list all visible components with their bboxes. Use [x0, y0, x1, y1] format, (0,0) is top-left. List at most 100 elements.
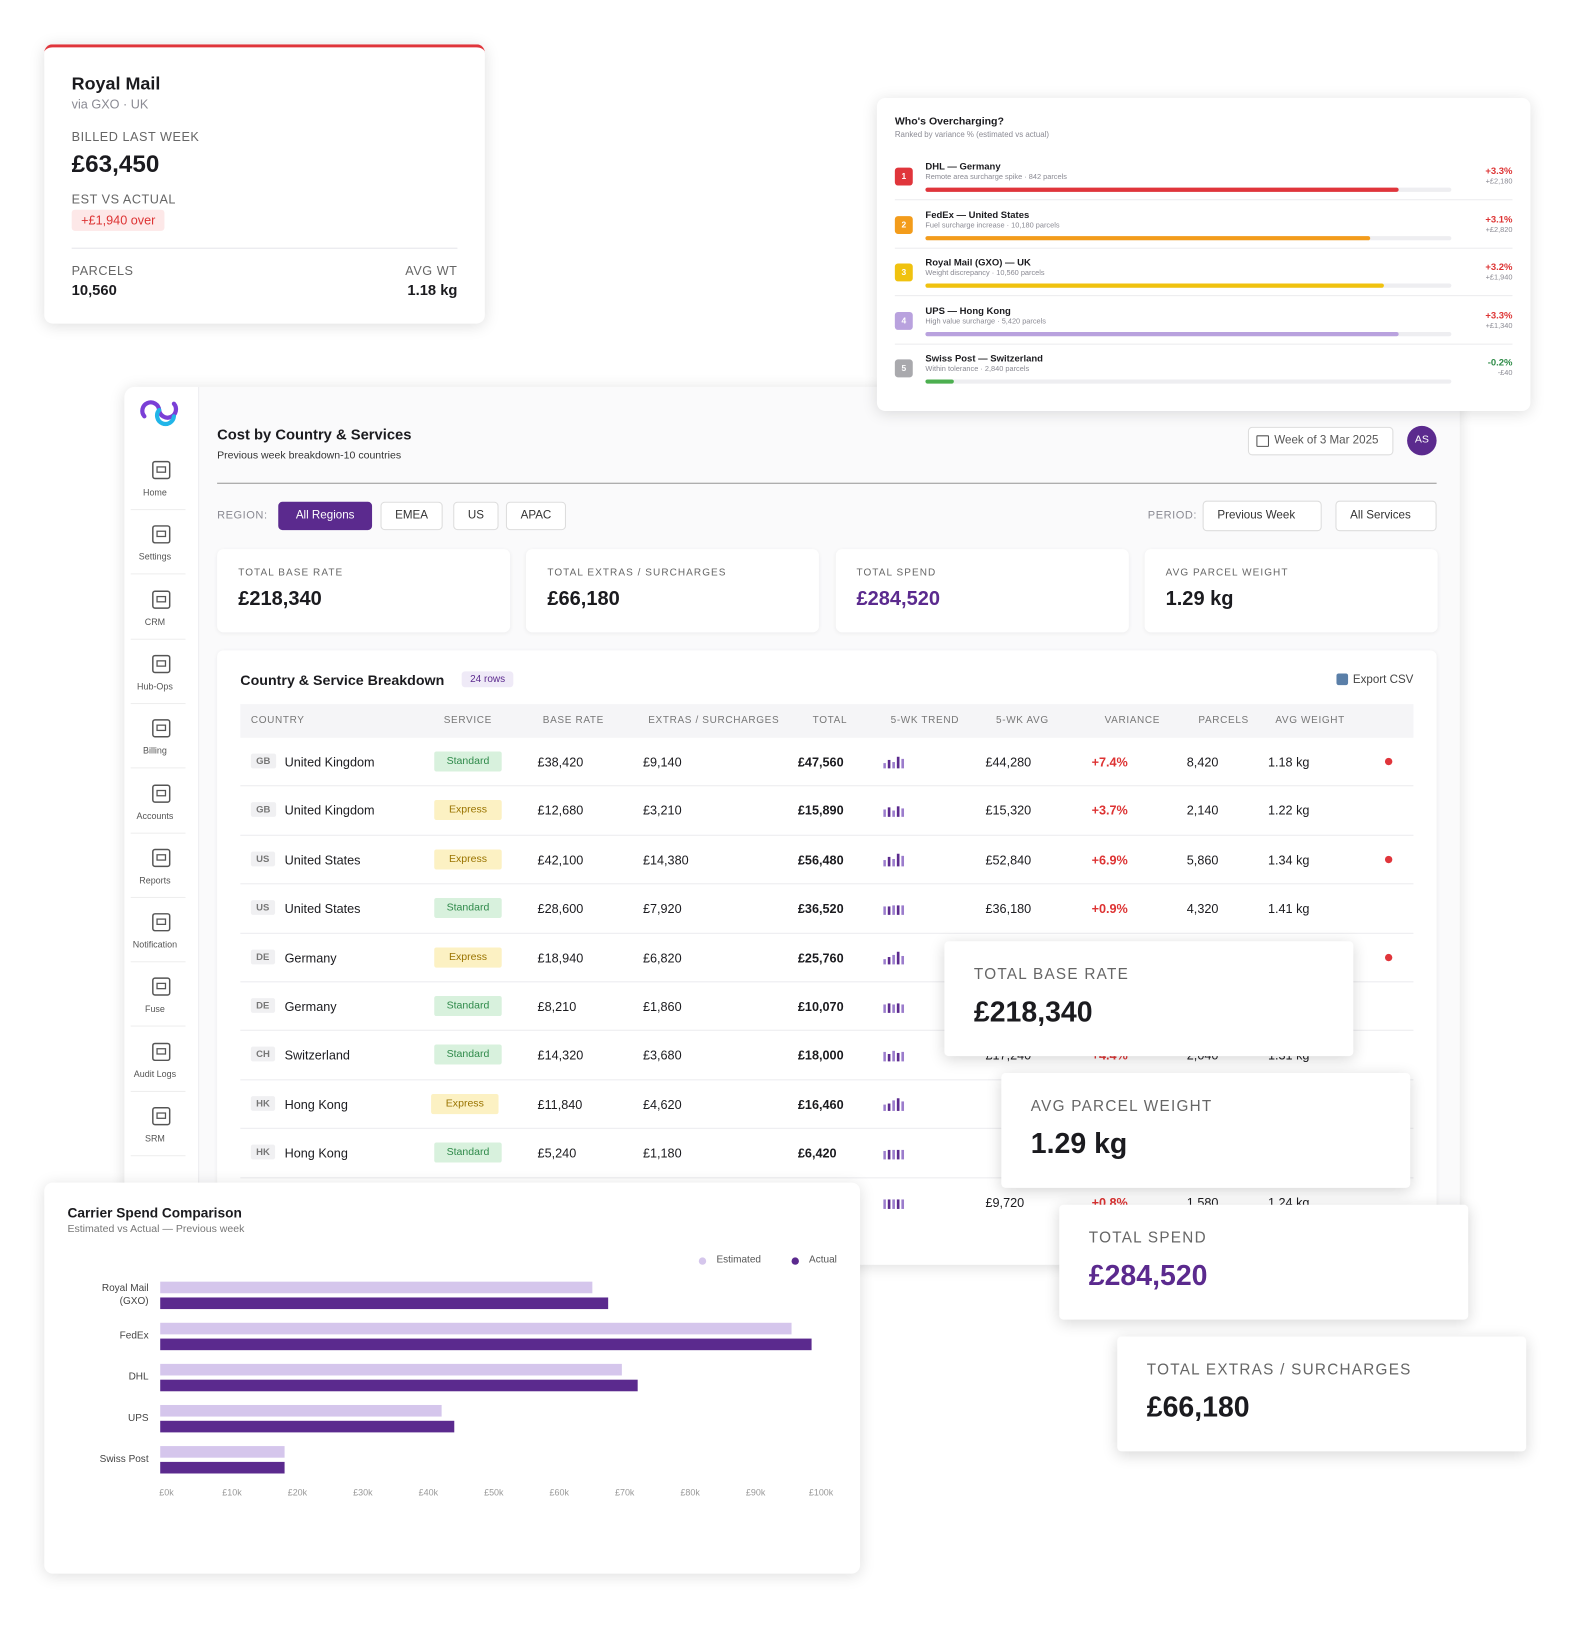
- x-tick-label: £50k: [484, 1487, 504, 1498]
- base-rate: £14,320: [537, 1048, 584, 1063]
- label: EST VS ACTUAL: [71, 191, 177, 207]
- variance-label: +3.3%: [1485, 165, 1513, 177]
- bar: [160, 1420, 455, 1433]
- icon: [152, 590, 171, 609]
- extras: £3,210: [642, 803, 682, 819]
- legend-dot: [791, 1257, 799, 1265]
- avg-weight: 1.41 kg: [1267, 901, 1310, 917]
- country-code: GB: [250, 802, 276, 818]
- export-button[interactable]: Export CSV: [1352, 673, 1414, 687]
- sidebar-label[interactable]: Reports: [139, 874, 171, 886]
- sidebar-label[interactable]: Home: [142, 486, 167, 498]
- sidebar-label[interactable]: Notification: [132, 939, 178, 950]
- sidebar-divider: [130, 1090, 186, 1092]
- filter-label: PERIOD:: [1147, 509, 1198, 522]
- carrier-detail: Fuel surcharge increase · 10,180 parcels: [925, 221, 1060, 230]
- region-button[interactable]: APAC: [505, 501, 566, 531]
- dropdown[interactable]: Previous Week: [1202, 500, 1322, 532]
- trend-sparkline: [883, 1048, 906, 1063]
- region-button[interactable]: US: [453, 501, 499, 531]
- dropdown[interactable]: All Services: [1335, 500, 1437, 532]
- variance-label: +3.3%: [1485, 309, 1513, 321]
- country-code: DE: [250, 949, 275, 964]
- sidebar-divider: [130, 832, 186, 834]
- kpi-value: £218,340: [238, 588, 322, 611]
- icon: [152, 460, 171, 480]
- x-tick-label: £0k: [159, 1487, 174, 1498]
- region-button[interactable]: All Regions: [278, 501, 373, 531]
- trend-sparkline: [883, 1146, 906, 1161]
- carrier-detail: High value surcharge · 5,420 parcels: [925, 318, 1046, 326]
- callout-card: TOTAL SPEND £284,520: [1059, 1204, 1469, 1320]
- avatar[interactable]: AS: [1407, 425, 1437, 456]
- sidebar-divider: [130, 638, 186, 640]
- sidebar-label[interactable]: Fuse: [144, 1003, 165, 1015]
- variance-label: +3.1%: [1485, 213, 1513, 225]
- sidebar-divider: [130, 1025, 186, 1028]
- x-tick-label: £20k: [287, 1487, 308, 1498]
- sidebar-label[interactable]: Accounts: [136, 809, 174, 821]
- icon: [152, 1107, 171, 1126]
- sidebar-icon[interactable]: [150, 458, 173, 481]
- sidebar-icon[interactable]: [150, 1040, 173, 1063]
- card-title: Who's Overcharging?: [894, 115, 1004, 128]
- callout-card: TOTAL EXTRAS / SURCHARGES £66,180: [1117, 1336, 1527, 1452]
- sidebar-icon[interactable]: [150, 975, 173, 998]
- icon: [152, 1042, 171, 1061]
- column-header: 5-WK TREND: [890, 714, 960, 727]
- sidebar-icon[interactable]: [150, 1105, 173, 1128]
- bar: [160, 1446, 285, 1458]
- sidebar-label[interactable]: Settings: [138, 551, 172, 563]
- chart-title: Carrier Spend Comparison: [67, 1204, 242, 1221]
- sidebar-label[interactable]: Audit Logs: [133, 1068, 177, 1079]
- five-week-avg: £9,720: [985, 1194, 1025, 1210]
- avg-weight: 1.22 kg: [1267, 803, 1310, 819]
- sidebar-icon[interactable]: [150, 782, 173, 805]
- carrier-name: FedEx — United States: [925, 209, 1030, 220]
- variance-label: +3.2%: [1485, 261, 1513, 273]
- sparkline: [883, 1051, 905, 1062]
- sidebar-icon[interactable]: [150, 588, 173, 611]
- column-header: AVG WEIGHT: [1275, 714, 1345, 727]
- country-code: US: [250, 900, 275, 916]
- region-button[interactable]: EMEA: [380, 501, 443, 531]
- icon: [152, 848, 171, 867]
- legend-label: Estimated: [716, 1254, 761, 1266]
- parcels: 4,320: [1186, 901, 1219, 917]
- sidebar-label[interactable]: SRM: [144, 1133, 165, 1144]
- x-tick-label: £100k: [808, 1487, 834, 1498]
- amount: +£1,940: [1485, 274, 1513, 282]
- row-divider: [240, 883, 1414, 885]
- table-title: Country & Service Breakdown: [240, 672, 445, 689]
- trend-sparkline: [883, 950, 906, 965]
- row-divider: [240, 1176, 1414, 1178]
- sidebar-divider: [130, 961, 186, 963]
- billed-value: £63,450: [71, 149, 160, 178]
- sidebar-label[interactable]: Billing: [142, 745, 167, 756]
- amount: +£1,340: [1485, 322, 1513, 330]
- bar: [160, 1461, 285, 1474]
- service-pill: Standard: [434, 1142, 502, 1163]
- country-code: CH: [250, 1047, 276, 1062]
- column-header: PARCELS: [1198, 714, 1249, 727]
- sidebar-icon[interactable]: [150, 846, 173, 869]
- sidebar-icon[interactable]: [150, 523, 173, 546]
- variance: +7.4%: [1091, 754, 1128, 770]
- sidebar-icon[interactable]: [150, 652, 173, 675]
- column-header: SERVICE: [443, 714, 492, 727]
- callout-card: TOTAL BASE RATE £218,340: [944, 941, 1354, 1057]
- carrier-name: Royal Mail (GXO) — UK: [925, 257, 1031, 268]
- sidebar-label[interactable]: Hub-Ops: [137, 680, 173, 692]
- label: AVG WT: [405, 263, 458, 279]
- country-code: HK: [250, 1095, 276, 1111]
- sidebar-icon[interactable]: [150, 911, 173, 934]
- carrier-chart-card: Carrier Spend Comparison Estimated vs Act…: [44, 1182, 861, 1574]
- x-tick-label: £80k: [680, 1487, 700, 1498]
- extras: £14,380: [642, 852, 689, 868]
- total: £36,520: [797, 901, 844, 917]
- sidebar-label[interactable]: CRM: [144, 616, 166, 627]
- week-picker[interactable]: Week of 3 Mar 2025: [1247, 426, 1394, 456]
- sidebar-icon[interactable]: [150, 717, 173, 740]
- service-pill: Standard: [434, 1044, 502, 1065]
- kpi-value: £284,520: [856, 588, 941, 611]
